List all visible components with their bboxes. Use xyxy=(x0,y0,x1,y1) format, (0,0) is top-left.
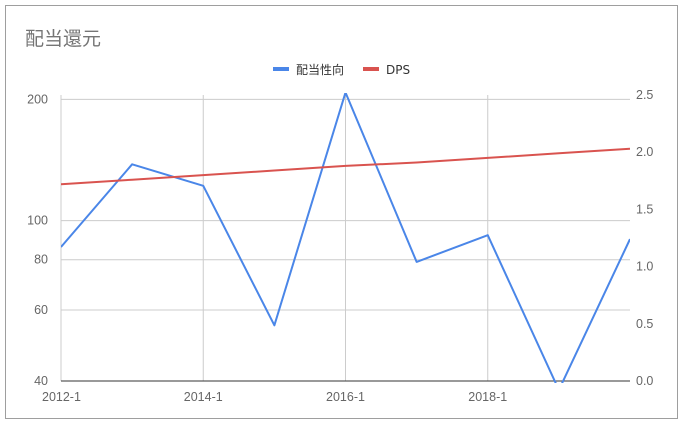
x-axis-tick-label: 2016-1 xyxy=(326,390,365,404)
legend-swatch-payout-ratio xyxy=(273,67,289,71)
gridlines xyxy=(60,95,630,382)
right-axis-tick-label: 2.0 xyxy=(636,145,653,159)
series xyxy=(61,93,630,391)
right-axis-tick-label: 2.5 xyxy=(636,88,653,102)
right-axis-tick-label: 1.0 xyxy=(636,260,653,274)
legend: 配当性向 DPS xyxy=(273,62,410,77)
right-axis-tick-label: 1.5 xyxy=(636,202,653,216)
x-axis-tick-label: 2014-1 xyxy=(184,390,223,404)
left-axis-tick-label: 200 xyxy=(27,92,48,106)
left-axis-tick-label: 60 xyxy=(34,303,48,317)
series-line-payout-ratio[interactable] xyxy=(61,93,630,391)
legend-label-payout-ratio: 配当性向 xyxy=(296,62,344,77)
x-axis-tick-label: 2018-1 xyxy=(468,390,507,404)
dividend-chart: 配当還元 配当性向 DPS 40 60 80 100 200 0.0 0.5 1.0 1.5 2.… xyxy=(25,28,653,404)
legend-item-payout-ratio[interactable]: 配当性向 xyxy=(273,62,344,77)
legend-swatch-dps xyxy=(363,67,379,71)
left-axis-tick-label: 40 xyxy=(34,374,48,388)
chart-title: 配当還元 xyxy=(25,28,101,50)
series-line-dps[interactable] xyxy=(61,147,630,186)
legend-label-dps: DPS xyxy=(386,63,410,77)
legend-item-dps[interactable]: DPS xyxy=(363,63,410,77)
chart-card: 配当還元 配当性向 DPS 40 60 80 100 200 0.0 0.5 1.0 1.5 2.… xyxy=(5,5,678,419)
left-axis-tick-label: 80 xyxy=(34,253,48,267)
right-axis-tick-label: 0.0 xyxy=(636,374,653,388)
left-axis-tick-label: 100 xyxy=(27,214,48,228)
x-axis-tick-label: 2012-1 xyxy=(42,390,81,404)
axes: 40 60 80 100 200 0.0 0.5 1.0 1.5 2.0 2.5 2012-1 2014… xyxy=(27,88,653,404)
right-axis-tick-label: 0.5 xyxy=(636,317,653,331)
